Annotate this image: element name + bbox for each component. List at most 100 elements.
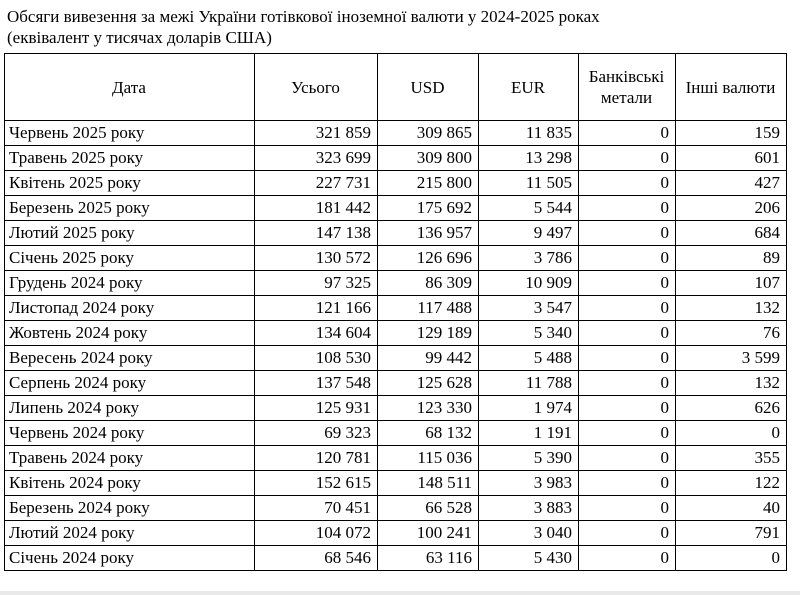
- cell-eur: 5 430: [478, 545, 579, 571]
- cell-date: Січень 2025 року: [4, 245, 255, 271]
- table-row: Травень 2024 року 120 781 115 036 5 390 0 355: [4, 445, 787, 471]
- table-row: Березень 2024 року 70 451 66 528 3 883 0 40: [4, 495, 787, 521]
- cell-bank-metals: 0: [578, 520, 676, 546]
- cell-usd: 175 692: [377, 195, 479, 221]
- cell-bank-metals: 0: [578, 220, 676, 246]
- cell-usd: 68 132: [377, 420, 479, 446]
- cell-date: Листопад 2024 року: [4, 295, 255, 321]
- cell-other-currencies: 122: [675, 470, 787, 496]
- table-row: Квітень 2025 року 227 731 215 800 11 505 0 42…: [4, 170, 787, 196]
- cell-eur: 3 883: [478, 495, 579, 521]
- cell-eur: 5 340: [478, 320, 579, 346]
- cell-eur: 1 191: [478, 420, 579, 446]
- cell-eur: 11 788: [478, 370, 579, 396]
- cell-eur: 11 835: [478, 120, 579, 146]
- cell-eur: 11 505: [478, 170, 579, 196]
- header-date: Дата: [4, 53, 255, 121]
- cell-total: 323 699: [254, 145, 378, 171]
- currency-export-table: Дата Усього USD EUR Банківські метали Ін…: [4, 53, 787, 571]
- header-other-currencies: Інші валюти: [675, 53, 787, 121]
- table-row: Квітень 2024 року 152 615 148 511 3 983 0 122: [4, 470, 787, 496]
- cell-total: 125 931: [254, 395, 378, 421]
- header-total: Усього: [254, 53, 378, 121]
- header-bank-metals: Банківські метали: [578, 53, 676, 121]
- cell-date: Жовтень 2024 року: [4, 320, 255, 346]
- cell-usd: 136 957: [377, 220, 479, 246]
- table-row: Лютий 2024 року 104 072 100 241 3 040 0 791: [4, 520, 787, 546]
- cell-total: 97 325: [254, 270, 378, 296]
- cell-usd: 215 800: [377, 170, 479, 196]
- table-row: Лютий 2025 року 147 138 136 957 9 497 0 684: [4, 220, 787, 246]
- cell-date: Червень 2025 року: [4, 120, 255, 146]
- cell-date: Липень 2024 року: [4, 395, 255, 421]
- cell-total: 137 548: [254, 370, 378, 396]
- cell-date: Серпень 2024 року: [4, 370, 255, 396]
- cell-bank-metals: 0: [578, 245, 676, 271]
- cell-usd: 309 800: [377, 145, 479, 171]
- cell-date: Лютий 2025 року: [4, 220, 255, 246]
- cell-other-currencies: 355: [675, 445, 787, 471]
- cell-bank-metals: 0: [578, 395, 676, 421]
- table-row: Березень 2025 року 181 442 175 692 5 544 0 20…: [4, 195, 787, 221]
- cell-eur: 5 390: [478, 445, 579, 471]
- cell-date: Травень 2025 року: [4, 145, 255, 171]
- cell-other-currencies: 132: [675, 295, 787, 321]
- cell-date: Червень 2024 року: [4, 420, 255, 446]
- cell-total: 121 166: [254, 295, 378, 321]
- cell-total: 134 604: [254, 320, 378, 346]
- title-line-2: (еквівалент у тисячах доларів США): [7, 28, 272, 47]
- cell-total: 321 859: [254, 120, 378, 146]
- cell-eur: 3 983: [478, 470, 579, 496]
- cell-usd: 309 865: [377, 120, 479, 146]
- cell-usd: 100 241: [377, 520, 479, 546]
- cell-bank-metals: 0: [578, 120, 676, 146]
- cell-date: Лютий 2024 року: [4, 520, 255, 546]
- cell-total: 227 731: [254, 170, 378, 196]
- cell-bank-metals: 0: [578, 345, 676, 371]
- cell-eur: 3 040: [478, 520, 579, 546]
- cell-usd: 129 189: [377, 320, 479, 346]
- cell-other-currencies: 684: [675, 220, 787, 246]
- table-body: Червень 2025 року 321 859 309 865 11 835 0 15…: [4, 120, 787, 571]
- cell-eur: 1 974: [478, 395, 579, 421]
- table-row: Червень 2025 року 321 859 309 865 11 835 0 15…: [4, 120, 787, 146]
- cell-usd: 117 488: [377, 295, 479, 321]
- cell-total: 69 323: [254, 420, 378, 446]
- table-row: Січень 2025 року 130 572 126 696 3 786 0 89: [4, 245, 787, 271]
- cell-total: 152 615: [254, 470, 378, 496]
- cell-other-currencies: 3 599: [675, 345, 787, 371]
- table-row: Серпень 2024 року 137 548 125 628 11 788 0 13…: [4, 370, 787, 396]
- cell-other-currencies: 89: [675, 245, 787, 271]
- cell-bank-metals: 0: [578, 170, 676, 196]
- title-line-1: Обсяги вивезення за межі України готівко…: [7, 7, 600, 26]
- cell-bank-metals: 0: [578, 495, 676, 521]
- cell-eur: 5 544: [478, 195, 579, 221]
- cell-date: Вересень 2024 року: [4, 345, 255, 371]
- header-eur: EUR: [478, 53, 579, 121]
- cell-date: Березень 2024 року: [4, 495, 255, 521]
- cell-other-currencies: 626: [675, 395, 787, 421]
- cell-usd: 123 330: [377, 395, 479, 421]
- cell-total: 120 781: [254, 445, 378, 471]
- cell-other-currencies: 40: [675, 495, 787, 521]
- cell-bank-metals: 0: [578, 270, 676, 296]
- cell-bank-metals: 0: [578, 545, 676, 571]
- table-header-row: Дата Усього USD EUR Банківські метали Ін…: [4, 53, 787, 121]
- cell-other-currencies: 791: [675, 520, 787, 546]
- table-row: Липень 2024 року 125 931 123 330 1 974 0 626: [4, 395, 787, 421]
- cell-bank-metals: 0: [578, 470, 676, 496]
- cell-date: Квітень 2024 року: [4, 470, 255, 496]
- cell-date: Березень 2025 року: [4, 195, 255, 221]
- cell-eur: 9 497: [478, 220, 579, 246]
- table-row: Травень 2025 року 323 699 309 800 13 298 0 60…: [4, 145, 787, 171]
- cell-total: 108 530: [254, 345, 378, 371]
- cell-bank-metals: 0: [578, 295, 676, 321]
- table-row: Листопад 2024 року 121 166 117 488 3 547 0 13…: [4, 295, 787, 321]
- cell-eur: 13 298: [478, 145, 579, 171]
- cell-other-currencies: 107: [675, 270, 787, 296]
- table-row: Січень 2024 року 68 546 63 116 5 430 0 0: [4, 545, 787, 571]
- cell-bank-metals: 0: [578, 145, 676, 171]
- cell-usd: 66 528: [377, 495, 479, 521]
- cell-other-currencies: 427: [675, 170, 787, 196]
- cell-bank-metals: 0: [578, 195, 676, 221]
